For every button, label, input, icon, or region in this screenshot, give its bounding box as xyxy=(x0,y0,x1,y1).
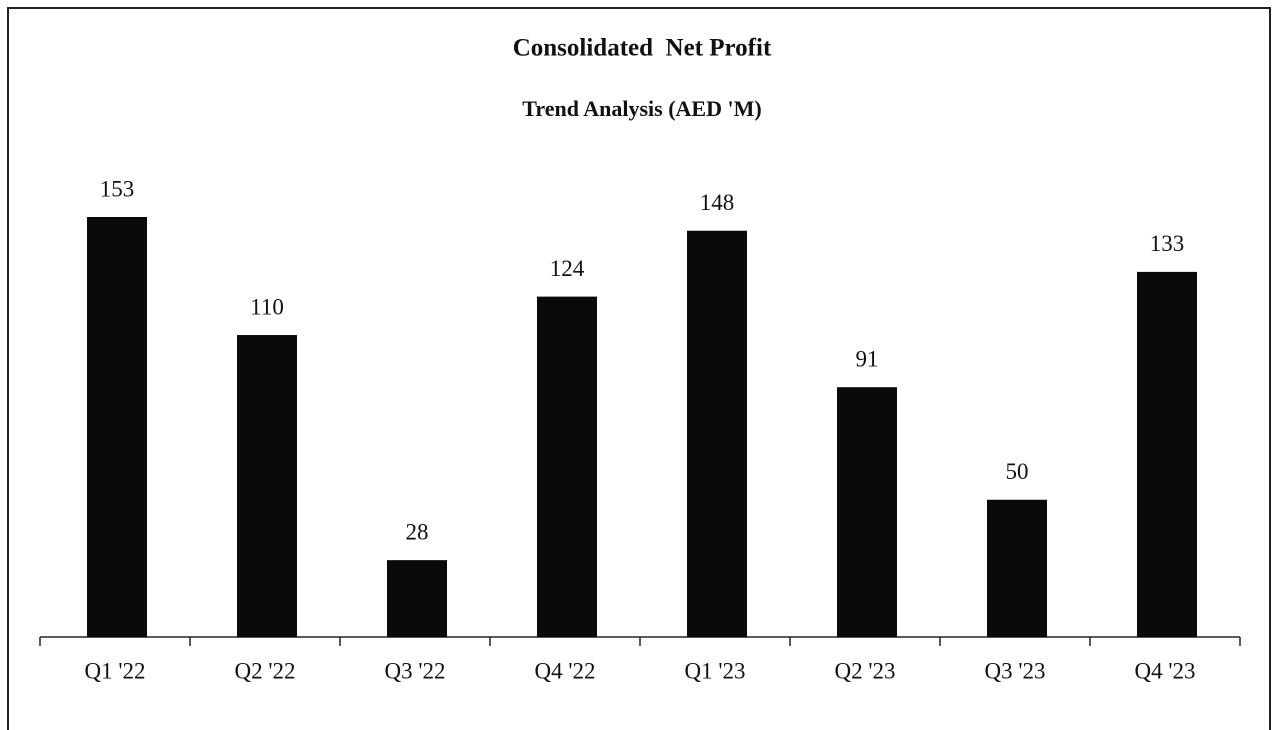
bar xyxy=(987,499,1047,637)
value-label: 50 xyxy=(1006,459,1029,484)
bar xyxy=(537,296,597,637)
value-label: 110 xyxy=(250,294,284,319)
x-tick-label: Q2 '22 xyxy=(234,658,295,683)
value-label: 148 xyxy=(700,190,735,215)
x-tick-label: Q2 '23 xyxy=(834,658,895,683)
value-label: 124 xyxy=(550,256,585,281)
value-label: 153 xyxy=(100,176,135,201)
bar xyxy=(237,335,297,637)
value-label: 91 xyxy=(856,346,879,371)
bar xyxy=(387,560,447,637)
x-tick-label: Q1 '23 xyxy=(684,658,745,683)
value-label: 133 xyxy=(1150,231,1185,256)
chart-title: Consolidated Net Profit xyxy=(513,35,772,62)
chart-subtitle: Trend Analysis (AED 'M) xyxy=(522,96,761,121)
x-tick-label: Q1 '22 xyxy=(84,658,145,683)
x-tick-label: Q3 '22 xyxy=(384,658,445,683)
x-tick-label: Q4 '22 xyxy=(534,658,595,683)
chart-frame xyxy=(7,7,1271,730)
bar xyxy=(837,387,897,637)
value-label: 28 xyxy=(406,519,429,544)
bar xyxy=(1137,271,1197,637)
x-tick-label: Q3 '23 xyxy=(984,658,1045,683)
x-tick-label: Q4 '23 xyxy=(1134,658,1195,683)
bar xyxy=(687,230,747,637)
bar xyxy=(87,217,147,637)
